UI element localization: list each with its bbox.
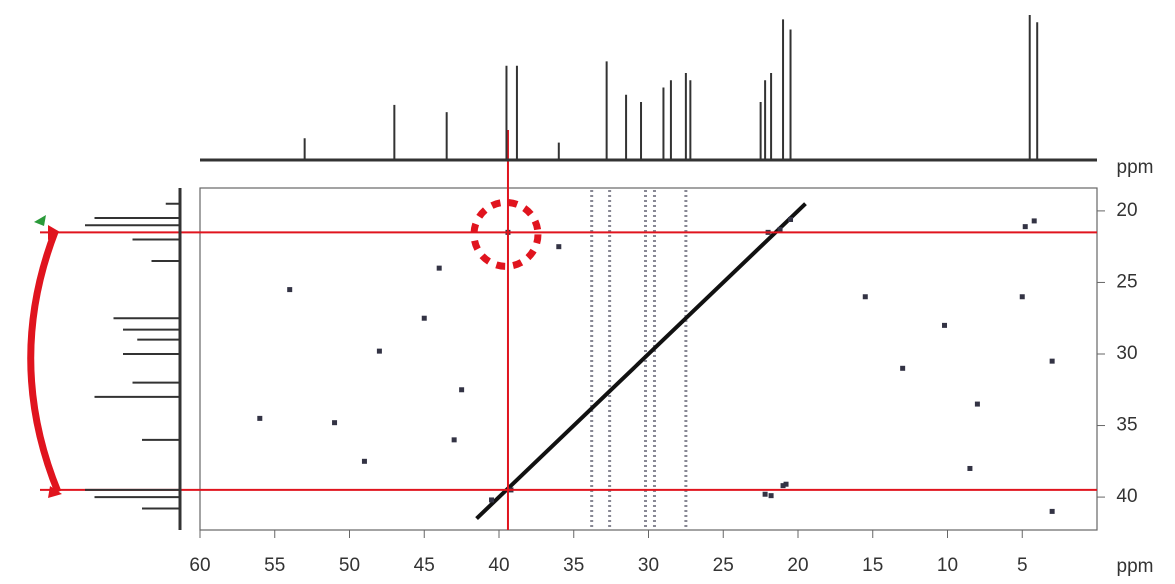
cross-peak	[762, 491, 768, 497]
x-tick-label: 40	[488, 555, 509, 576]
cross-peak	[556, 244, 562, 250]
x-tick-label: 15	[862, 555, 883, 576]
x-tick-label: 10	[937, 555, 958, 576]
y-tick-label: 40	[1116, 486, 1137, 507]
cross-peak	[788, 216, 794, 222]
cross-peak	[1022, 224, 1028, 230]
x-tick-label: 5	[1017, 555, 1028, 576]
x-tick-label: 50	[339, 555, 360, 576]
plot-frame	[199, 187, 1098, 531]
cross-peak	[974, 401, 980, 407]
cross-peak	[967, 465, 973, 471]
cross-peak	[451, 437, 457, 443]
cross-peak	[1049, 358, 1055, 364]
cross-peak	[900, 365, 906, 371]
x-tick-label: 20	[787, 555, 808, 576]
cross-peak	[287, 287, 293, 293]
cross-peak	[862, 294, 868, 300]
cross-peak	[1031, 218, 1037, 224]
cross-peak	[942, 322, 948, 328]
x-tick-label: 30	[638, 555, 659, 576]
y-tick-label: 20	[1116, 200, 1137, 221]
highlight-circle	[470, 198, 542, 270]
cross-peak	[257, 415, 263, 421]
x-tick-label: 25	[713, 555, 734, 576]
cross-peak	[783, 481, 789, 487]
cross-peak	[421, 315, 427, 321]
cross-peak	[489, 497, 495, 503]
cross-peak	[768, 493, 774, 499]
diagonal	[475, 202, 807, 520]
cross-peak	[436, 265, 442, 271]
cross-peak	[777, 226, 783, 232]
cross-peak	[332, 420, 338, 426]
cross-peak	[459, 387, 465, 393]
correlation-arc	[27, 230, 62, 494]
cross-peak	[361, 458, 367, 464]
green-marker	[34, 215, 46, 226]
cross-peak	[376, 348, 382, 354]
x-axis-label: ppm	[1117, 556, 1154, 577]
y-tick-label: 35	[1116, 415, 1137, 436]
x-tick-label: 60	[189, 555, 210, 576]
y-tick-label: 30	[1116, 343, 1137, 364]
x-tick-label: 55	[264, 555, 285, 576]
x-tick-label: 45	[414, 555, 435, 576]
cross-peak	[1019, 294, 1025, 300]
x-tick-label: 35	[563, 555, 584, 576]
cross-peak	[1049, 508, 1055, 514]
y-axis-label: ppm	[1117, 157, 1154, 178]
cross-peak	[780, 483, 786, 489]
y-tick-label: 25	[1116, 271, 1137, 292]
